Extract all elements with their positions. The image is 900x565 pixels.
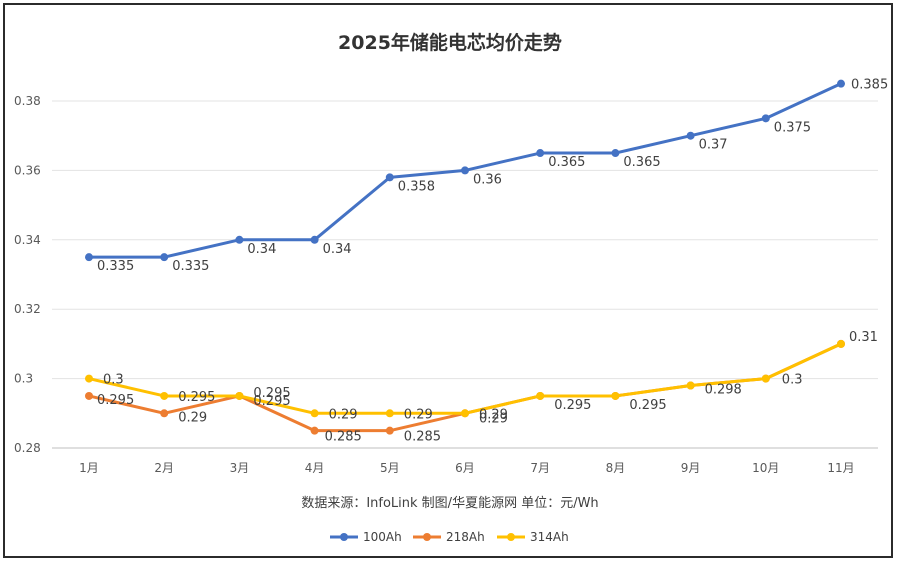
chart-frame: [3, 3, 893, 558]
y-tick-label: 0.28: [14, 441, 41, 455]
data-point-218Ah: [160, 409, 169, 418]
x-tick-label: 3月: [230, 461, 250, 475]
data-point-100Ah: [536, 149, 545, 158]
data-label-100Ah: 0.365: [548, 155, 585, 170]
legend-marker: [340, 533, 348, 541]
data-point-100Ah: [235, 235, 244, 244]
data-point-314Ah: [837, 339, 845, 348]
data-point-314Ah: [310, 409, 319, 418]
data-label-218Ah: 0.29: [178, 410, 207, 425]
data-point-100Ah: [160, 253, 169, 262]
data-label-100Ah: 0.385: [851, 78, 888, 93]
data-label-218Ah: 0.295: [253, 394, 290, 409]
data-point-100Ah: [310, 235, 319, 244]
data-point-100Ah: [837, 79, 845, 88]
x-tick-label: 6月: [455, 461, 475, 475]
data-label-314Ah: 0.29: [329, 407, 358, 422]
y-tick-label: 0.34: [14, 233, 41, 247]
data-label-100Ah: 0.358: [398, 179, 435, 194]
y-tick-label: 0.36: [14, 163, 41, 177]
data-label-100Ah: 0.36: [473, 172, 502, 187]
data-point-218Ah: [85, 391, 93, 400]
x-tick-label: 9月: [681, 461, 701, 475]
data-label-314Ah: 0.3: [782, 373, 803, 388]
data-point-100Ah: [611, 149, 620, 158]
data-point-314Ah: [235, 391, 244, 400]
data-point-100Ah: [461, 166, 469, 175]
data-label-314Ah: 0.298: [705, 383, 742, 398]
data-point-314Ah: [160, 391, 169, 400]
x-tick-label: 1月: [79, 461, 99, 475]
y-tick-label: 0.38: [14, 94, 41, 108]
legend-marker: [507, 533, 515, 541]
data-label-314Ah: 0.295: [253, 386, 290, 401]
data-point-314Ah: [761, 374, 770, 383]
legend-label: 314Ah: [530, 530, 569, 544]
data-label-314Ah: 0.29: [479, 407, 508, 422]
data-label-218Ah: 0.285: [404, 430, 441, 445]
data-label-100Ah: 0.37: [699, 138, 728, 153]
data-point-100Ah: [385, 173, 394, 182]
data-label-218Ah: 0.285: [325, 430, 362, 445]
data-point-314Ah: [85, 374, 93, 383]
data-label-218Ah: 0.29: [479, 411, 508, 426]
x-tick-label: 10月: [752, 461, 779, 475]
data-point-314Ah: [385, 409, 394, 418]
data-point-218Ah: [385, 426, 394, 435]
data-label-314Ah: 0.3: [103, 373, 124, 388]
data-label-100Ah: 0.365: [623, 155, 660, 170]
data-label-314Ah: 0.295: [554, 398, 591, 413]
legend: 100Ah 218Ah 314Ah: [330, 530, 569, 544]
y-tick-label: 0.32: [14, 302, 41, 316]
chart-title: 2025年储能电芯均价走势: [338, 31, 562, 54]
source-note: 数据来源：InfoLink 制图/华夏能源网 单位：元/Wh: [301, 496, 598, 511]
data-point-100Ah: [85, 253, 93, 262]
data-point-100Ah: [761, 114, 770, 123]
x-tick-label: 8月: [606, 461, 626, 475]
x-tick-label: 2月: [154, 461, 174, 475]
x-tick-label: 7月: [530, 461, 550, 475]
legend-label: 218Ah: [446, 530, 485, 544]
data-label-314Ah: 0.295: [629, 398, 666, 413]
data-point-314Ah: [686, 381, 695, 390]
data-point-314Ah: [461, 409, 469, 418]
series-layer: [85, 79, 845, 435]
data-label-314Ah: 0.295: [178, 390, 215, 405]
data-label-314Ah: 0.29: [404, 407, 433, 422]
data-label-100Ah: 0.335: [172, 259, 209, 274]
data-point-218Ah: [310, 426, 319, 435]
data-label-314Ah: 0.31: [849, 330, 878, 345]
data-point-314Ah: [536, 391, 545, 400]
data-point-100Ah: [686, 131, 695, 140]
data-label-100Ah: 0.335: [97, 259, 134, 274]
data-point-314Ah: [611, 391, 620, 400]
y-tick-label: 0.3: [14, 372, 33, 386]
legend-label: 100Ah: [363, 530, 402, 544]
legend-marker: [423, 533, 431, 541]
data-label-100Ah: 0.375: [774, 120, 811, 135]
data-label-layer: 0.335 0.335 0.34 0.34 0.358 0.36 0.365 0.365 0.3…: [97, 78, 888, 445]
axis-layer: 0.28 0.3 0.32 0.34 0.36 0.38 1月 2月 3月 4月 5月 6月 7月 8月 9…: [14, 94, 855, 475]
x-tick-label: 11月: [827, 461, 854, 475]
data-label-218Ah: 0.295: [97, 393, 134, 408]
x-tick-label: 5月: [380, 461, 400, 475]
x-tick-label: 4月: [305, 461, 325, 475]
data-label-100Ah: 0.34: [323, 242, 352, 257]
data-label-100Ah: 0.34: [247, 242, 276, 257]
